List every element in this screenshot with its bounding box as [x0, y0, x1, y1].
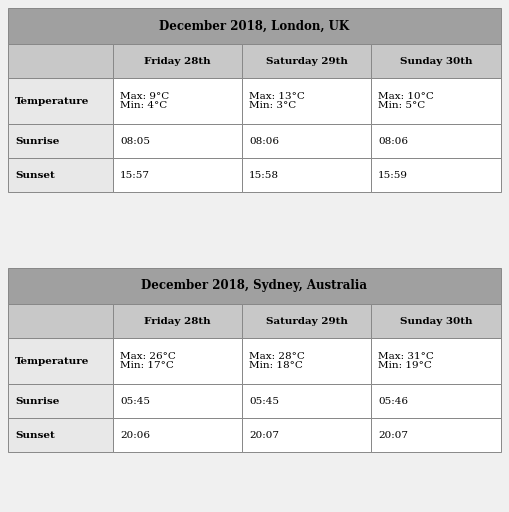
Text: 20:07: 20:07: [249, 431, 279, 439]
Text: Saturday 29th: Saturday 29th: [266, 56, 348, 66]
Bar: [371, 124, 501, 158]
Bar: [113, 44, 242, 78]
Bar: [242, 158, 371, 192]
Text: Max: 13°C: Max: 13°C: [249, 92, 305, 101]
Bar: [371, 158, 501, 192]
Bar: [8, 418, 113, 452]
Bar: [8, 124, 113, 158]
Text: Sunset: Sunset: [15, 170, 55, 180]
Text: Max: 28°C: Max: 28°C: [249, 352, 305, 361]
Bar: [371, 338, 501, 384]
Bar: [371, 418, 501, 452]
Bar: [242, 304, 371, 338]
Bar: [113, 304, 242, 338]
Bar: [8, 338, 113, 384]
Text: Min: 4°C: Min: 4°C: [120, 101, 167, 110]
Text: 08:05: 08:05: [120, 137, 150, 145]
Bar: [113, 78, 242, 124]
Text: 15:59: 15:59: [378, 170, 408, 180]
Text: Sunrise: Sunrise: [15, 137, 60, 145]
Text: December 2018, Sydney, Australia: December 2018, Sydney, Australia: [142, 280, 367, 292]
Bar: [371, 304, 501, 338]
Text: Max: 10°C: Max: 10°C: [378, 92, 434, 101]
Bar: [371, 78, 501, 124]
Text: Temperature: Temperature: [15, 356, 90, 366]
Bar: [242, 44, 371, 78]
Text: 05:46: 05:46: [378, 396, 408, 406]
Bar: [242, 78, 371, 124]
Text: Sunset: Sunset: [15, 431, 55, 439]
Text: 15:58: 15:58: [249, 170, 279, 180]
Text: Min: 18°C: Min: 18°C: [249, 361, 303, 370]
Bar: [113, 338, 242, 384]
Bar: [242, 338, 371, 384]
Bar: [8, 384, 113, 418]
Text: Min: 17°C: Min: 17°C: [120, 361, 174, 370]
Bar: [371, 384, 501, 418]
Bar: [113, 384, 242, 418]
Text: Saturday 29th: Saturday 29th: [266, 316, 348, 326]
Text: 15:57: 15:57: [120, 170, 150, 180]
Bar: [8, 78, 113, 124]
Bar: [242, 384, 371, 418]
Bar: [371, 44, 501, 78]
Text: December 2018, London, UK: December 2018, London, UK: [159, 19, 350, 32]
Text: 05:45: 05:45: [120, 396, 150, 406]
Text: Max: 9°C: Max: 9°C: [120, 92, 169, 101]
Text: 08:06: 08:06: [249, 137, 279, 145]
Text: 20:06: 20:06: [120, 431, 150, 439]
Text: Sunday 30th: Sunday 30th: [400, 56, 472, 66]
Text: Max: 26°C: Max: 26°C: [120, 352, 176, 361]
Bar: [8, 158, 113, 192]
Bar: [113, 124, 242, 158]
Bar: [8, 44, 113, 78]
Text: 05:45: 05:45: [249, 396, 279, 406]
Text: Min: 19°C: Min: 19°C: [378, 361, 432, 370]
Text: Min: 5°C: Min: 5°C: [378, 101, 425, 110]
Text: Min: 3°C: Min: 3°C: [249, 101, 296, 110]
Bar: [113, 418, 242, 452]
Text: Sunrise: Sunrise: [15, 396, 60, 406]
Text: 20:07: 20:07: [378, 431, 408, 439]
Bar: [8, 8, 501, 44]
Text: Friday 28th: Friday 28th: [144, 56, 211, 66]
Text: Sunday 30th: Sunday 30th: [400, 316, 472, 326]
Bar: [113, 158, 242, 192]
Bar: [8, 304, 113, 338]
Text: Temperature: Temperature: [15, 96, 90, 105]
Bar: [242, 418, 371, 452]
Text: Friday 28th: Friday 28th: [144, 316, 211, 326]
Bar: [242, 124, 371, 158]
Text: 08:06: 08:06: [378, 137, 408, 145]
Bar: [8, 268, 501, 304]
Text: Max: 31°C: Max: 31°C: [378, 352, 434, 361]
